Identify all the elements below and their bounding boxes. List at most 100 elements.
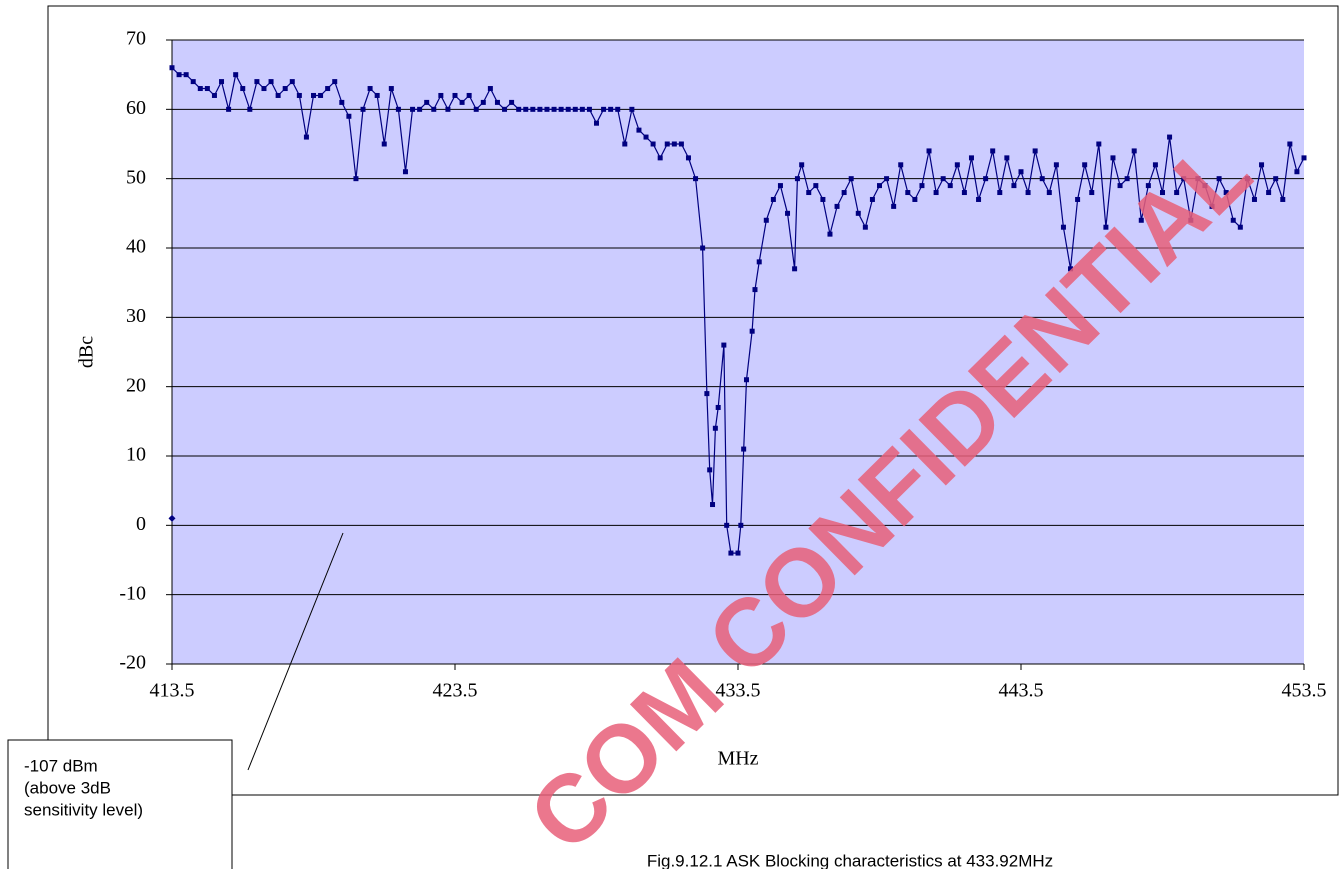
data-point xyxy=(983,176,989,182)
data-point xyxy=(1053,162,1059,168)
data-point xyxy=(311,92,316,98)
data-point xyxy=(360,106,366,112)
data-point xyxy=(353,176,359,182)
x-tick-label: 443.5 xyxy=(999,680,1044,702)
annotation-line xyxy=(247,532,344,771)
data-point xyxy=(752,287,758,293)
data-point xyxy=(318,92,324,98)
data-point xyxy=(254,79,260,85)
data-point xyxy=(339,99,345,105)
data-point xyxy=(704,391,710,397)
data-point xyxy=(643,134,649,140)
data-point xyxy=(806,190,812,196)
data-point xyxy=(756,259,762,265)
data-point xyxy=(586,106,592,112)
data-point xyxy=(466,92,472,98)
y-tick-label: 40 xyxy=(126,236,146,258)
y-tick-label: 30 xyxy=(126,305,146,327)
data-point xyxy=(712,425,718,431)
data-point xyxy=(402,169,408,175)
x-axis-label: MHz xyxy=(717,748,758,770)
data-point xyxy=(551,106,557,112)
data-point xyxy=(1152,162,1158,168)
data-point xyxy=(685,155,691,161)
data-point xyxy=(1287,141,1293,147)
data-point xyxy=(1195,176,1201,182)
data-point xyxy=(905,190,911,196)
data-point xyxy=(1259,162,1265,168)
data-point xyxy=(424,99,430,105)
data-point xyxy=(1266,190,1272,196)
data-point xyxy=(431,106,437,112)
data-point xyxy=(303,134,309,140)
data-point xyxy=(579,106,585,112)
data-point xyxy=(770,196,776,202)
data-point xyxy=(615,106,621,112)
x-tick-label: 453.5 xyxy=(1282,680,1327,702)
data-point xyxy=(678,141,684,147)
data-point xyxy=(509,99,515,105)
data-point xyxy=(395,106,401,112)
data-point xyxy=(763,217,769,223)
y-tick-label: 50 xyxy=(126,166,146,188)
data-point xyxy=(190,79,196,85)
data-point xyxy=(968,155,974,161)
data-point xyxy=(693,176,699,182)
data-point xyxy=(636,127,642,133)
data-point xyxy=(1244,176,1250,182)
data-point xyxy=(657,155,663,161)
data-point xyxy=(601,106,607,112)
data-point xyxy=(1294,169,1300,175)
data-point xyxy=(1068,266,1074,272)
data-point xyxy=(183,72,189,78)
data-point xyxy=(735,550,741,556)
data-point xyxy=(282,86,288,92)
data-point xyxy=(671,141,677,147)
data-point xyxy=(813,183,819,189)
data-point xyxy=(1025,190,1031,196)
data-point xyxy=(410,106,416,112)
y-tick-label: 60 xyxy=(126,97,146,119)
data-point xyxy=(1160,190,1165,196)
data-point xyxy=(1117,183,1123,189)
data-point xyxy=(1188,217,1194,223)
data-point xyxy=(168,514,176,522)
data-point xyxy=(1124,176,1130,182)
data-point xyxy=(947,183,953,189)
data-point xyxy=(452,92,458,98)
data-point xyxy=(990,148,996,154)
data-point xyxy=(1018,169,1024,175)
data-point xyxy=(502,106,508,112)
data-point xyxy=(530,106,536,112)
data-point xyxy=(169,65,175,71)
data-point xyxy=(1032,148,1038,154)
data-point xyxy=(1237,224,1243,230)
plot-area xyxy=(172,40,1304,664)
data-point xyxy=(794,176,800,182)
data-point xyxy=(459,99,465,105)
data-point xyxy=(219,79,225,85)
annotation-text: sensitivity level) xyxy=(24,800,143,819)
data-point xyxy=(1280,196,1286,202)
data-point xyxy=(728,550,734,556)
data-point xyxy=(417,106,423,112)
data-point xyxy=(325,86,331,92)
data-point xyxy=(721,342,727,348)
data-point xyxy=(516,106,522,112)
x-tick-label: 433.5 xyxy=(716,680,761,702)
data-point xyxy=(715,404,721,410)
data-point xyxy=(1174,190,1180,196)
data-point xyxy=(700,245,706,251)
data-point xyxy=(1167,134,1173,140)
data-point xyxy=(940,176,946,182)
data-point xyxy=(1011,183,1017,189)
data-point xyxy=(346,113,352,119)
data-point xyxy=(997,190,1003,196)
chart-border xyxy=(47,5,1339,796)
data-point xyxy=(792,266,798,272)
data-point xyxy=(1230,217,1236,223)
data-point xyxy=(738,522,744,528)
data-point xyxy=(622,141,628,147)
data-point xyxy=(275,92,281,98)
data-point xyxy=(877,183,882,189)
